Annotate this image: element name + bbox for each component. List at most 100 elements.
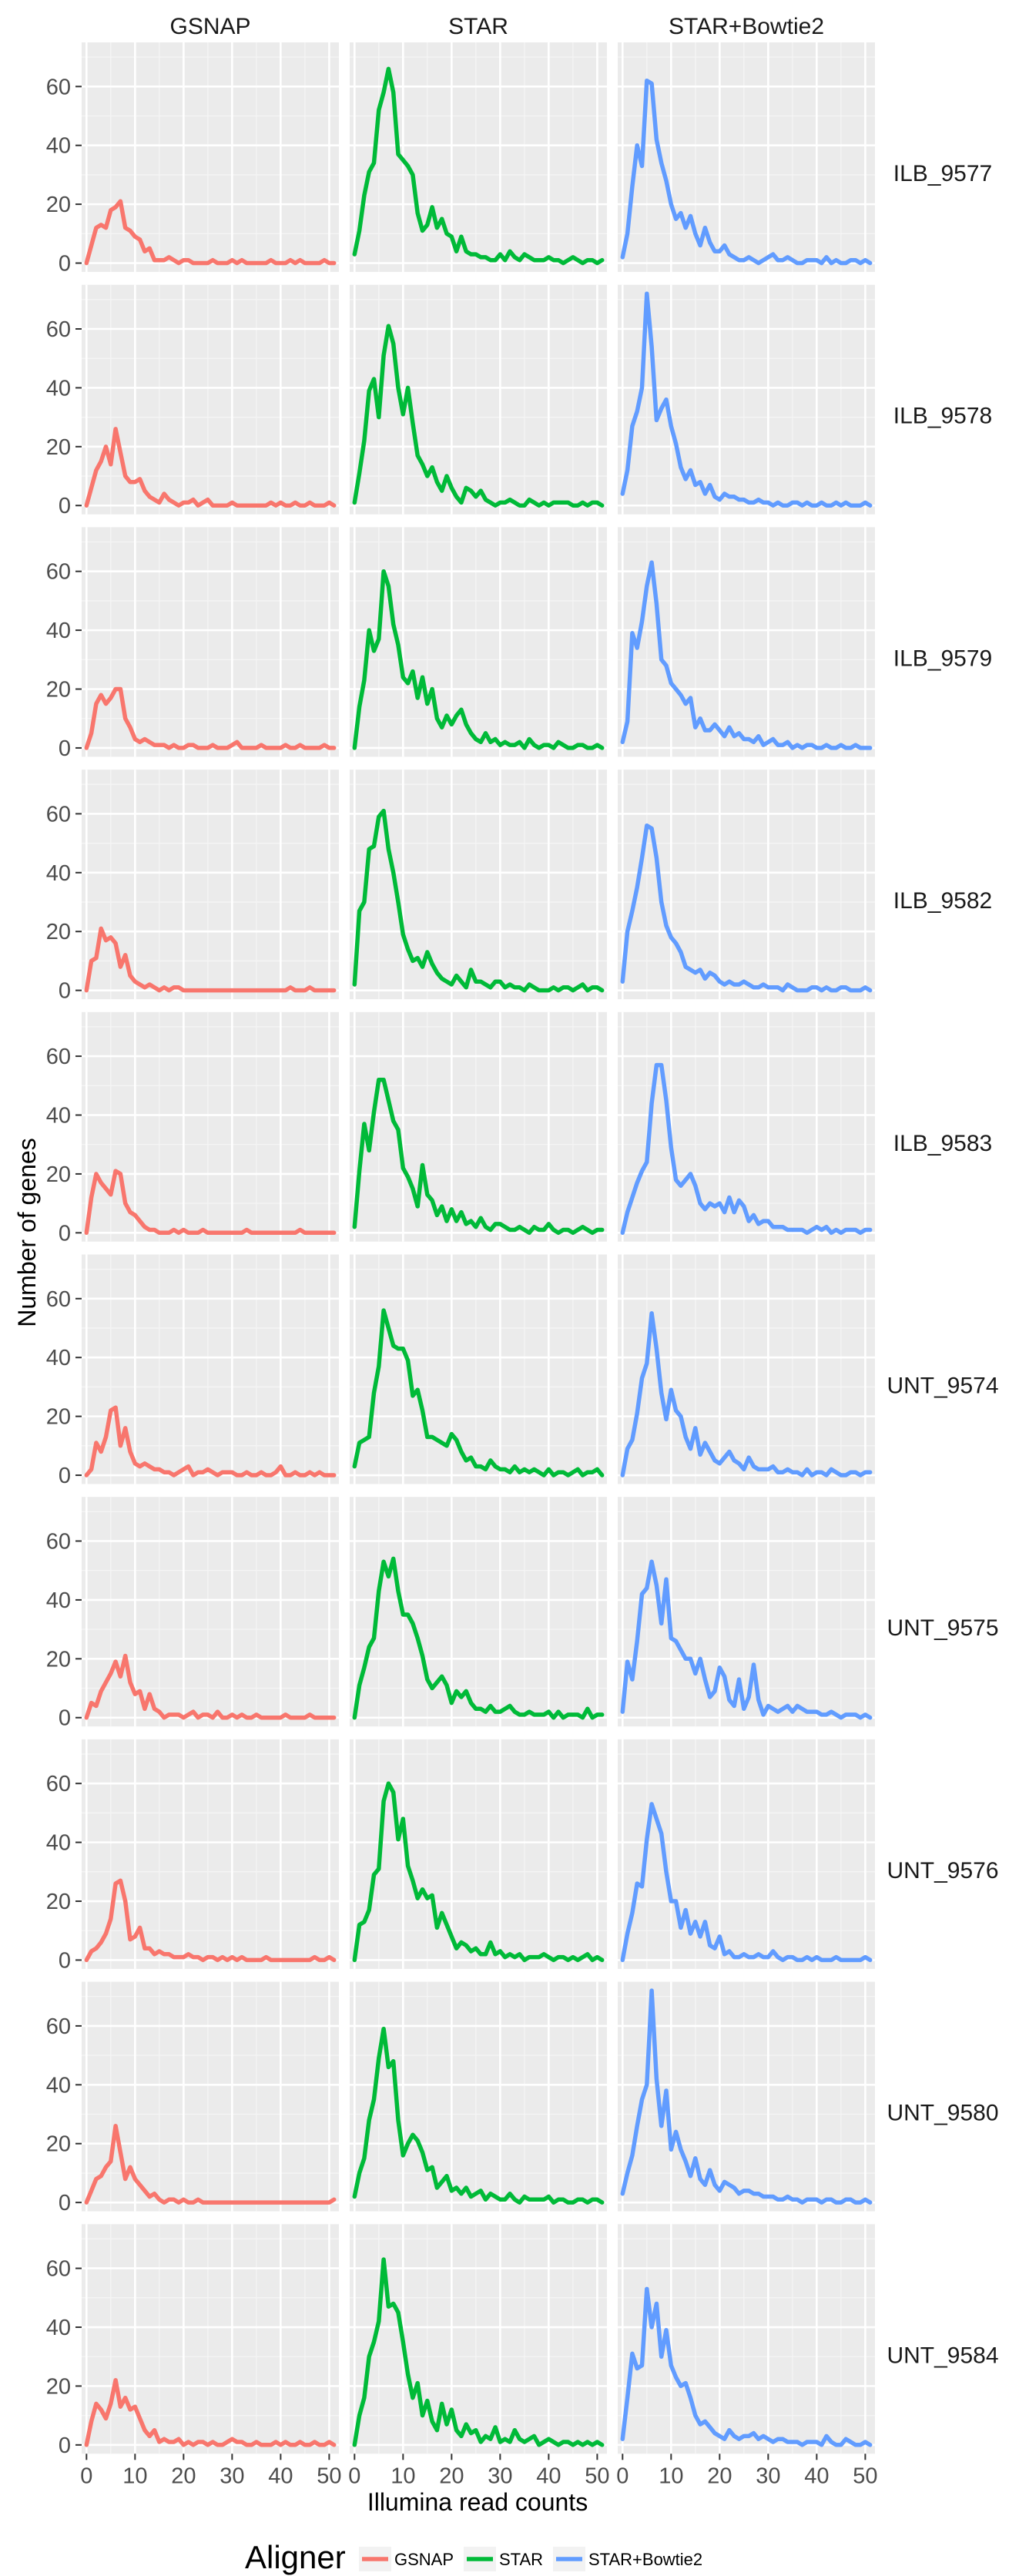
legend: Aligner GSNAP STAR STAR+Bowtie2: [245, 2539, 702, 2575]
y-tick-label: 60: [46, 1287, 71, 1312]
series-line-star-ilb-9578: [352, 324, 605, 508]
panel-background: [82, 2224, 339, 2454]
row-strip-label: ILB_9577: [893, 161, 992, 186]
series-line-gsnap-unt-9580: [84, 2124, 337, 2205]
y-tick-label: 60: [46, 1530, 71, 1555]
facet-panel: [618, 284, 875, 515]
y-tick-label: 20: [46, 1890, 71, 1914]
x-tick-label: 10: [122, 2464, 147, 2488]
facet-panel: [618, 527, 875, 757]
facet-panel: [82, 284, 339, 515]
row-strip-label: ILB_9582: [893, 888, 992, 914]
series-line-gsnap-ilb-9578: [84, 427, 337, 508]
series-line-gsnap-unt-9576: [84, 1878, 337, 1963]
panel-background: [350, 527, 607, 757]
panel-background: [82, 1497, 339, 1727]
series-line-star-bowtie2-unt-9575: [620, 1559, 873, 1720]
series-line-gsnap-unt-9575: [84, 1653, 337, 1720]
y-tick-label: 20: [46, 193, 71, 217]
series-line-star-bowtie2-ilb-9579: [620, 560, 873, 750]
panel-background: [82, 42, 339, 272]
y-tick-label: 40: [46, 376, 71, 401]
facet-panel: [350, 1254, 607, 1484]
facet-panel: [350, 284, 607, 515]
facet-panel: [350, 1011, 607, 1242]
column-strips: GSNAP STAR STAR+Bowtie2: [169, 14, 824, 39]
panel-background: [82, 527, 339, 757]
panel-background: [618, 527, 875, 757]
facet-panel: [350, 527, 607, 757]
panel-background: [618, 1254, 875, 1484]
y-tick-label: 40: [46, 2073, 71, 2098]
series-line-gsnap-unt-9574: [84, 1405, 337, 1478]
x-tick-label: 10: [391, 2464, 415, 2488]
panel-background: [82, 1011, 339, 1242]
y-tick-label: 40: [46, 134, 71, 159]
x-tick-label: 30: [220, 2464, 244, 2488]
facet-panel: [618, 42, 875, 272]
y-tick-label: 60: [46, 1772, 71, 1796]
panel-background: [618, 2224, 875, 2454]
panel-background: [350, 1981, 607, 2212]
facet-panel: [82, 1254, 339, 1484]
x-tick-label: 20: [439, 2464, 464, 2488]
x-tick-label: 50: [585, 2464, 609, 2488]
row-strip-label: UNT_9575: [887, 1615, 998, 1641]
y-tick-label: 20: [46, 2132, 71, 2157]
y-tick-label: 60: [46, 1045, 71, 1069]
series-line-gsnap-unt-9584: [84, 2378, 337, 2447]
row-strip-label: UNT_9574: [887, 1374, 998, 1399]
y-tick-label: 40: [46, 1346, 71, 1370]
series-line-star-ilb-9583: [352, 1077, 605, 1236]
row-strip-label: ILB_9578: [893, 404, 992, 429]
legend-keys: GSNAP STAR STAR+Bowtie2: [359, 2547, 702, 2571]
panel-background: [618, 770, 875, 1000]
y-tick-label: 20: [46, 2374, 71, 2399]
row-strip-label: UNT_9584: [887, 2343, 998, 2368]
panel-background: [350, 284, 607, 515]
series-line-star-unt-9574: [352, 1308, 605, 1478]
facet-panel: [350, 1739, 607, 1969]
y-tick-label: 60: [46, 2014, 71, 2039]
series-line-star-bowtie2-ilb-9583: [620, 1062, 873, 1236]
facet-panel: [350, 1981, 607, 2212]
y-tick-label: 0: [59, 1706, 71, 1731]
facet-panel: [618, 770, 875, 1000]
y-tick-label: 20: [46, 1162, 71, 1187]
series-line-star-ilb-9577: [352, 66, 605, 266]
series-line-star-unt-9575: [352, 1556, 605, 1720]
y-tick-label: 0: [59, 979, 71, 1004]
legend-entry-label: GSNAP: [394, 2550, 454, 2569]
x-tick-label: 40: [804, 2464, 829, 2488]
x-tick-label: 50: [853, 2464, 877, 2488]
y-tick-label: 0: [59, 252, 71, 277]
series-line-gsnap-ilb-9579: [84, 686, 337, 750]
x-tick-label: 50: [317, 2464, 341, 2488]
panel-background: [82, 1254, 339, 1484]
x-tick-label: 20: [171, 2464, 196, 2488]
panel-background: [82, 284, 339, 515]
facet-panel: [82, 1011, 339, 1242]
legend-title: Aligner: [245, 2539, 346, 2575]
legend-entry-label: STAR+Bowtie2: [588, 2550, 702, 2569]
column-strip-label: STAR: [448, 14, 508, 39]
panel-background: [618, 1497, 875, 1727]
y-tick-label: 60: [46, 802, 71, 827]
series-line-gsnap-ilb-9582: [84, 926, 337, 993]
y-tick-label: 40: [46, 1588, 71, 1613]
y-tick-label: 20: [46, 920, 71, 944]
y-tick-label: 0: [59, 2433, 71, 2458]
x-tick-label: 30: [488, 2464, 512, 2488]
panel-background: [350, 1739, 607, 1969]
row-strip-label: ILB_9583: [893, 1131, 992, 1156]
facet-panel: [618, 1011, 875, 1242]
series-line-star-ilb-9582: [352, 808, 605, 993]
y-tick-label: 60: [46, 560, 71, 585]
y-tick-label: 0: [59, 494, 71, 518]
facet-panel: [350, 2224, 607, 2454]
y-tick-label: 20: [46, 435, 71, 460]
series-line-star-bowtie2-unt-9574: [620, 1311, 873, 1478]
y-axis-title: Number of genes: [13, 1138, 41, 1327]
series-line-star-bowtie2-unt-9576: [620, 1802, 873, 1963]
